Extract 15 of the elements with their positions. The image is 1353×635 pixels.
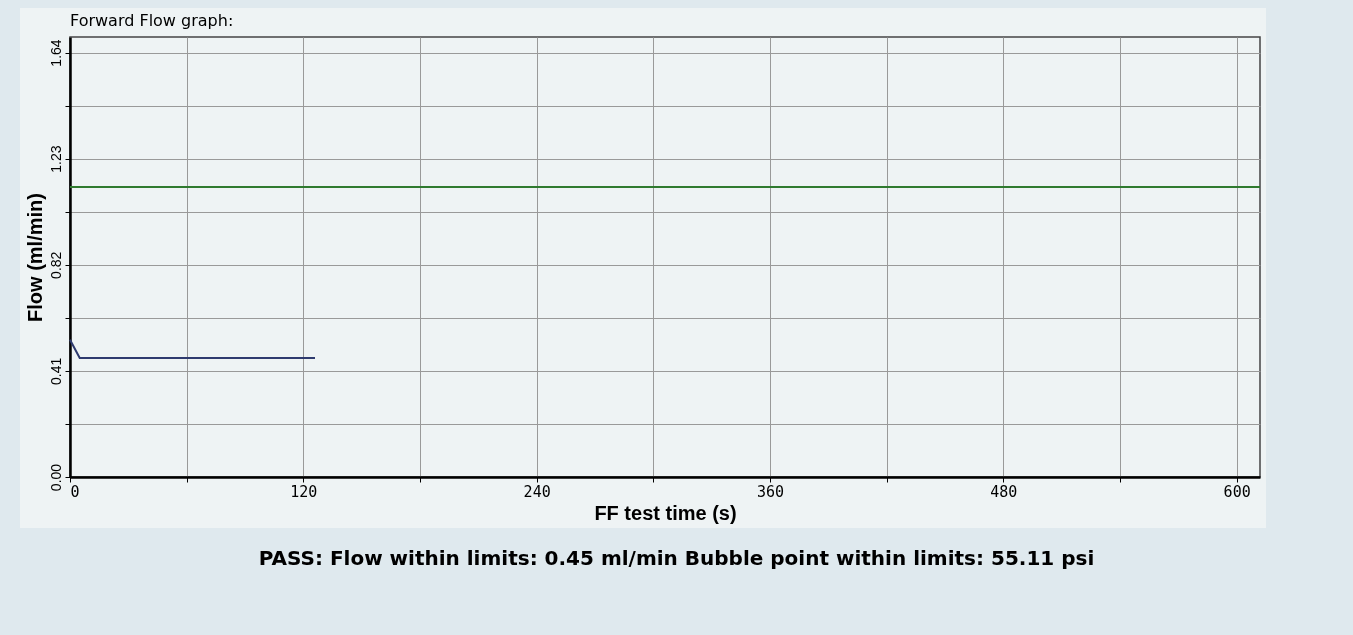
y-tick-label: 0.00 (47, 463, 64, 492)
x-tick-label: 480 (990, 482, 1018, 501)
x-tick-label: 360 (756, 482, 785, 501)
y-tick-label: 1.64 (47, 39, 64, 67)
y-tick-label: 0.82 (47, 251, 64, 279)
x-tick-label: 600 (1223, 482, 1251, 501)
y-tick-label: 0.41 (47, 357, 64, 386)
text: PASS: Flow within limits: 0.45 ml/min Bubble point within limits: 55.11 psi (257, 546, 1096, 570)
x-axis-title: FF test time (s) (594, 501, 737, 524)
y-axis-title: Flow (ml/min) (23, 193, 46, 322)
y-tick-label: 1.23 (47, 145, 64, 173)
x-tick-label: 0 (70, 482, 80, 501)
x-tick-label: 240 (523, 482, 551, 501)
chart-title: Forward Flow graph: (70, 11, 234, 30)
x-tick-label: 120 (290, 482, 318, 501)
